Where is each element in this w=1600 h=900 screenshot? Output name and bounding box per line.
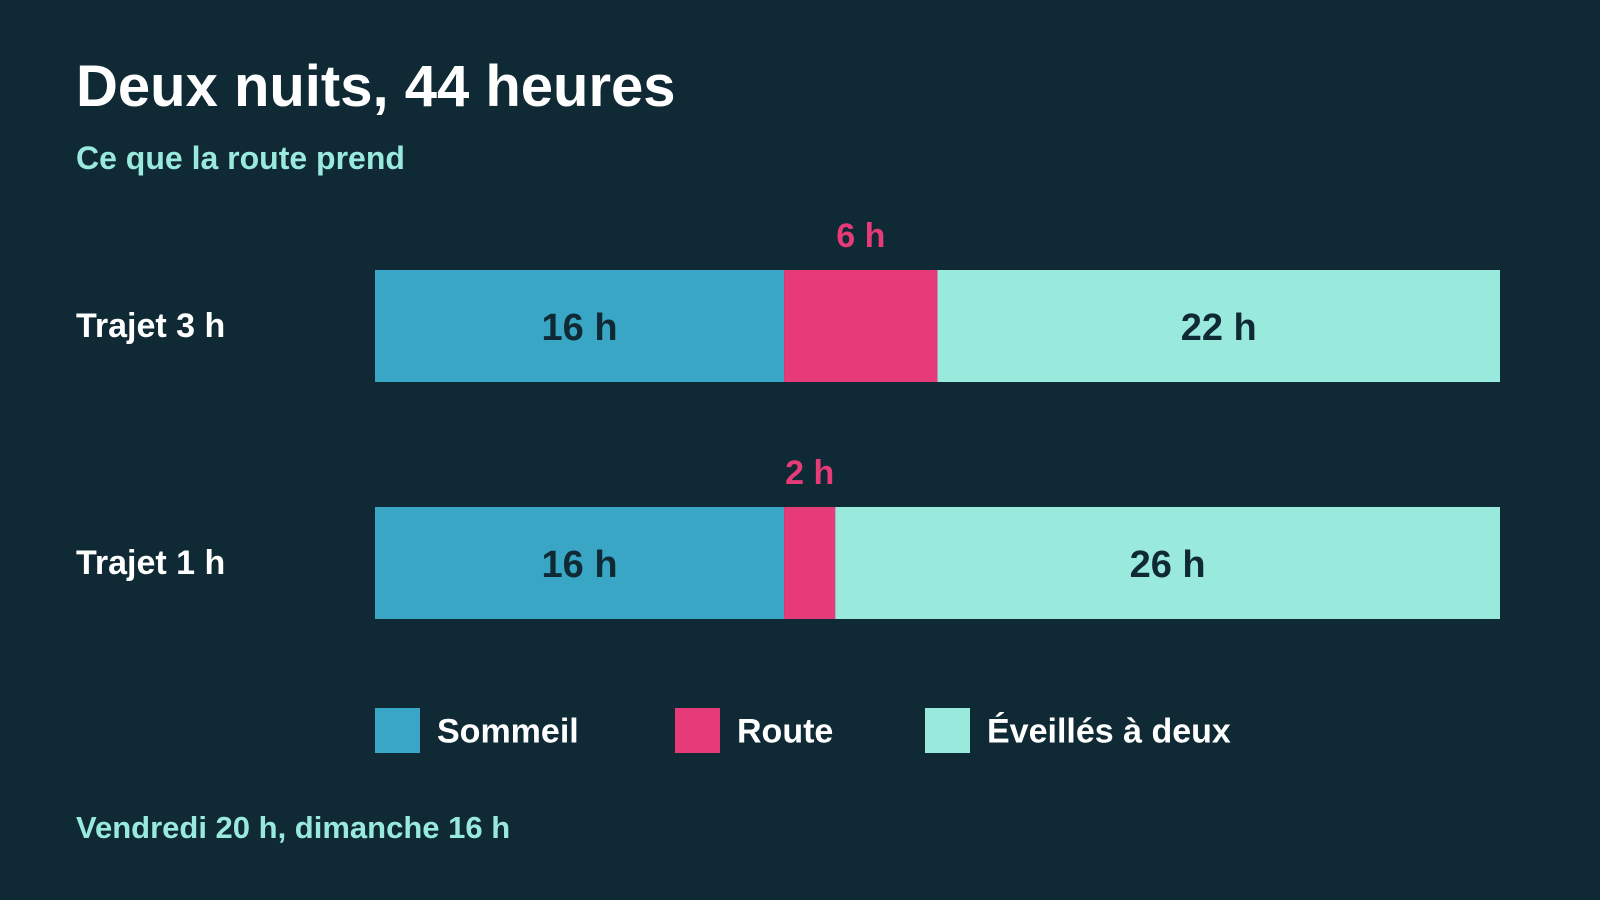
chart-title: Deux nuits, 44 heures [76, 54, 676, 119]
data-label: 16 h [542, 307, 618, 349]
legend-swatch [925, 708, 970, 753]
bar-segment [835, 507, 1500, 619]
row-label: Trajet 1 h [76, 544, 225, 582]
bar-segment [375, 270, 785, 382]
legend-label: Sommeil [437, 713, 579, 751]
data-label: 22 h [1181, 307, 1257, 349]
bars-group: Trajet 3 h 16 h 6 h 22 h Trajet 1 h 16 h 2 h 26… [76, 217, 1500, 619]
bar-segment [784, 507, 836, 619]
chart-subtitle: Ce que la route prend [76, 140, 405, 176]
data-label: 26 h [1130, 544, 1206, 586]
legend-label: Éveillés à deux [987, 713, 1231, 751]
legend-label: Route [737, 713, 833, 751]
data-label: 6 h [836, 217, 885, 255]
bar-segment [937, 270, 1500, 382]
data-label: 16 h [542, 544, 618, 586]
data-label: 2 h [785, 454, 834, 492]
bar-segment [784, 270, 938, 382]
legend: Sommeil Route Éveillés à deux [375, 708, 1231, 753]
legend-swatch [675, 708, 720, 753]
row-label: Trajet 3 h [76, 307, 225, 345]
bar-segment [375, 507, 785, 619]
legend-swatch [375, 708, 420, 753]
footer-note: Vendredi 20 h, dimanche 16 h [76, 810, 511, 845]
